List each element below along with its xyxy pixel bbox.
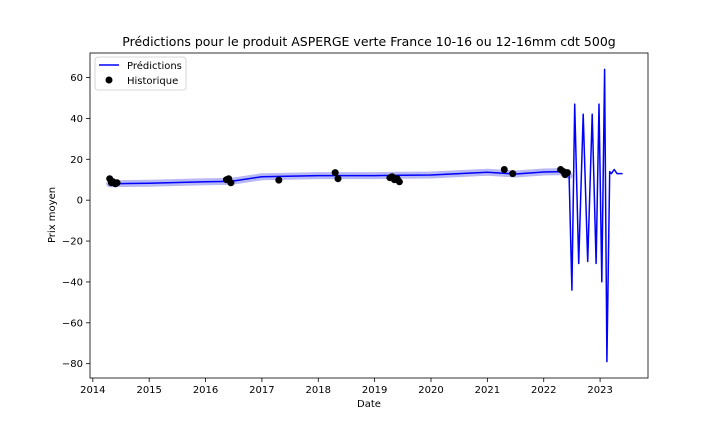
history-point — [275, 176, 283, 184]
y-tick-label: −20 — [62, 237, 83, 248]
x-tick-label: 2018 — [306, 385, 331, 396]
history-point — [395, 178, 403, 186]
legend: Prédictions Historique — [94, 56, 187, 91]
prediction-line — [109, 68, 623, 363]
x-axis-label: Date — [357, 399, 381, 410]
history-point — [500, 166, 508, 173]
legend-label-predictions: Prédictions — [127, 60, 182, 72]
legend-label-history: Historique — [127, 76, 178, 87]
y-tick-label: 20 — [70, 155, 83, 166]
y-axis-label: Prix moyen — [47, 187, 58, 243]
y-tick-label: 40 — [70, 114, 83, 125]
y-tick-label: −40 — [62, 277, 83, 288]
y-tick-label: 0 — [77, 196, 83, 207]
history-point — [334, 175, 342, 183]
y-tick-label: 60 — [70, 73, 83, 84]
plot-content — [106, 68, 623, 363]
x-tick-label: 2023 — [587, 385, 612, 396]
plot-frame — [89, 52, 649, 379]
history-point — [227, 179, 235, 187]
history-point — [509, 170, 517, 178]
y-ticks: −80 −60 −40 −20 0 20 40 60 — [62, 73, 90, 370]
x-tick-label: 2017 — [249, 385, 274, 396]
legend-marker-history — [105, 76, 113, 84]
y-tick-label: −80 — [62, 359, 83, 370]
x-tick-label: 2022 — [531, 385, 556, 396]
history-point — [113, 179, 121, 187]
history-point — [331, 169, 339, 177]
x-tick-label: 2016 — [193, 385, 218, 396]
history-point — [563, 169, 571, 177]
chart-title: Prédictions pour le produit ASPERGE vert… — [122, 34, 615, 49]
x-tick-label: 2021 — [475, 385, 500, 396]
x-tick-label: 2020 — [418, 385, 443, 396]
x-tick-label: 2019 — [362, 385, 387, 396]
x-ticks: 2014 2015 2016 2017 2018 2019 2020 2021 2022 2023 — [80, 378, 613, 396]
y-tick-label: −60 — [62, 318, 83, 329]
x-tick-label: 2014 — [80, 385, 105, 396]
x-tick-label: 2015 — [136, 385, 161, 396]
